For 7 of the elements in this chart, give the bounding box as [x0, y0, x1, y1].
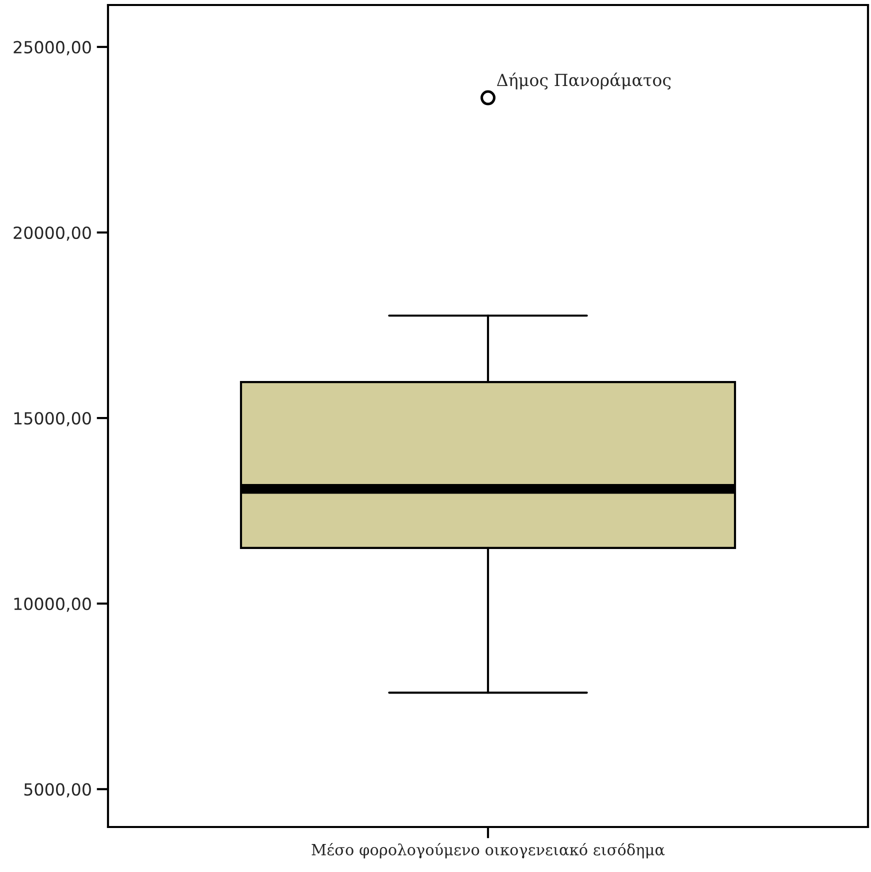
annotation: Δήμος Πανοράματος — [496, 72, 671, 90]
y-tick-label: 20000,00 — [14, 226, 91, 241]
x-tick-label: Μέσο φορολογούμενο οικογενειακό εισόδημα — [312, 842, 665, 858]
y-tick-label: 25000,00 — [14, 40, 91, 56]
y-tick-label: 5000,00 — [24, 783, 91, 798]
y-tick-label: 10000,00 — [14, 598, 91, 612]
y-tick-label: 15000,00 — [14, 412, 91, 426]
